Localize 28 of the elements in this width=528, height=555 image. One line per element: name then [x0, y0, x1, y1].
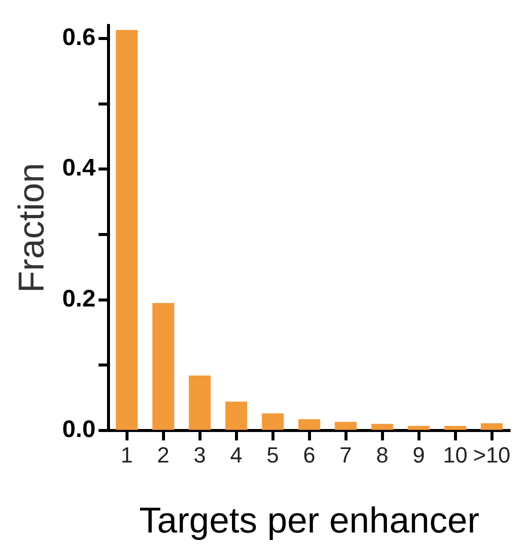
bar	[444, 426, 466, 430]
x-tick-label: 6	[303, 442, 316, 468]
x-tick-label: 8	[376, 442, 388, 468]
bar	[116, 30, 138, 430]
bar	[480, 423, 503, 430]
y-tick-label: 0.2	[62, 285, 96, 312]
bar	[371, 424, 394, 430]
y-tick-label: 0.6	[62, 24, 96, 52]
bar	[152, 303, 174, 430]
bar	[225, 402, 248, 430]
bar	[408, 426, 430, 430]
x-tick-label: 2	[157, 442, 170, 468]
x-tick-label: 9	[412, 442, 425, 468]
bar	[298, 419, 320, 430]
x-tick-label: 5	[266, 442, 279, 468]
x-tick-label: >10	[473, 442, 510, 468]
y-tick-label: 0.4	[62, 154, 96, 182]
bar	[188, 376, 211, 430]
x-tick-label: 3	[194, 442, 206, 468]
y-tick-label: 0.0	[62, 416, 96, 444]
x-tick-label: 4	[230, 442, 242, 468]
x-axis-title: Targets per enhancer	[139, 499, 480, 540]
x-tick-label: 1	[120, 442, 133, 468]
bar	[334, 422, 357, 430]
bar	[262, 413, 284, 430]
x-tick-label: 7	[340, 442, 352, 468]
y-axis-title: Fraction	[10, 162, 52, 293]
x-tick-label: 10	[443, 442, 468, 468]
